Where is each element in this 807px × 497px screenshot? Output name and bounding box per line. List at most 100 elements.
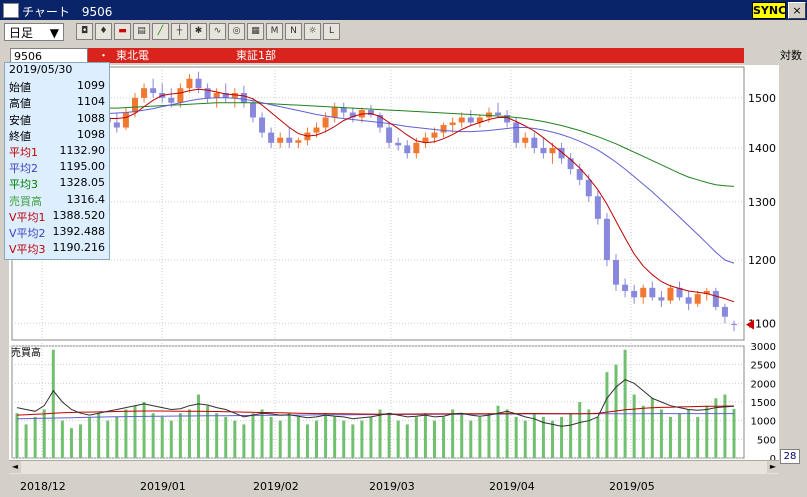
volume-bar bbox=[60, 420, 64, 458]
candle-body bbox=[141, 88, 148, 98]
volume-bar bbox=[387, 413, 391, 458]
close-button[interactable]: × bbox=[788, 2, 806, 19]
volume-bar bbox=[342, 420, 346, 458]
candle-body bbox=[631, 290, 638, 298]
dot-marker: ・ bbox=[98, 49, 109, 62]
tooltip-label: 売買高 bbox=[9, 194, 42, 208]
wave-icon[interactable]: ∿ bbox=[209, 23, 226, 40]
candle-body bbox=[259, 117, 266, 133]
volume-bar bbox=[278, 420, 282, 458]
toolbar: 日足 ▼ ◘ ♦ ▬ ▤ ╱ ┼ ✱ ∿ ◎ ▦ M N ☼ L bbox=[0, 20, 807, 46]
volume-bar bbox=[569, 413, 573, 458]
tooltip-row: V平均1 1388.520 bbox=[5, 209, 109, 225]
volume-ma1-line bbox=[16, 379, 735, 427]
volume-tick-label: 0 bbox=[770, 454, 776, 460]
title-bar: チャート 9506 SYNC × bbox=[0, 0, 807, 20]
star-icon[interactable]: ✱ bbox=[190, 23, 207, 40]
ma2-line bbox=[17, 97, 735, 264]
volume-bar bbox=[714, 398, 718, 458]
candle-body bbox=[422, 137, 429, 143]
volume-bar bbox=[514, 416, 518, 458]
volume-bar bbox=[88, 416, 92, 458]
sync-button[interactable]: SYNC bbox=[752, 2, 787, 19]
candle-body bbox=[150, 88, 157, 94]
volume-bar bbox=[242, 424, 246, 458]
last-price-marker-icon bbox=[746, 319, 754, 330]
price-volume-chart[interactable]: 1500 1400 1300 1200 1100 3000 2500 2000 1500 1000… bbox=[9, 65, 779, 465]
volume-bar bbox=[124, 409, 128, 458]
x-tick-label: 2019/04 bbox=[489, 480, 535, 493]
candle-body bbox=[649, 287, 656, 298]
tooltip-label: V平均2 bbox=[9, 226, 46, 240]
candle-body bbox=[367, 110, 374, 115]
price-tick-label: 1400 bbox=[748, 142, 776, 155]
search-icon[interactable]: ☼ bbox=[304, 23, 321, 40]
scroll-left-icon[interactable]: ◄ bbox=[9, 461, 21, 473]
candle-body bbox=[594, 196, 601, 219]
candle-body bbox=[386, 127, 393, 143]
volume-bar bbox=[106, 420, 110, 458]
candle-body bbox=[277, 137, 284, 143]
tooltip-row: 安値 1088 bbox=[5, 112, 109, 128]
volume-bar bbox=[550, 420, 554, 458]
horizontal-scrollbar[interactable]: ◄ ► bbox=[9, 460, 779, 474]
volume-bar bbox=[260, 409, 264, 458]
price-tick-label: 1200 bbox=[748, 254, 776, 267]
volume-bar bbox=[233, 420, 237, 458]
chart-app-icon bbox=[3, 3, 19, 18]
stock-code-input[interactable]: 9506 bbox=[10, 48, 88, 63]
period-select[interactable]: 日足 ▼ bbox=[4, 23, 64, 41]
candle-body bbox=[558, 147, 565, 159]
volume-bar bbox=[197, 394, 201, 458]
grid-icon[interactable]: ▦ bbox=[247, 23, 264, 40]
candle-body bbox=[440, 124, 447, 133]
tooltip-value: 1190.216 bbox=[52, 241, 106, 255]
volume-bar bbox=[215, 413, 219, 458]
log-icon[interactable]: L bbox=[323, 23, 340, 40]
zoom-icon[interactable]: ◎ bbox=[228, 23, 245, 40]
volume-bar bbox=[396, 420, 400, 458]
chart-area[interactable]: 1500 1400 1300 1200 1100 3000 2500 2000 1500 1000… bbox=[9, 65, 779, 465]
volume-bar bbox=[305, 424, 309, 458]
tooltip-value: 1195.00 bbox=[59, 160, 106, 174]
draw-icon[interactable]: ▤ bbox=[133, 23, 150, 40]
tooltip-label: 平均3 bbox=[9, 178, 38, 192]
candle-body bbox=[313, 127, 320, 133]
candle-body bbox=[585, 179, 592, 197]
candle-type-icon[interactable]: ◘ bbox=[76, 23, 93, 40]
volume-bar bbox=[160, 416, 164, 458]
volume-bar bbox=[15, 413, 19, 458]
zoom-level[interactable]: 28 bbox=[780, 449, 800, 464]
volume-bar bbox=[451, 409, 455, 458]
period-value: 日足 bbox=[9, 26, 34, 40]
volume-bar bbox=[705, 405, 709, 458]
candle-body bbox=[549, 147, 556, 154]
candle-body bbox=[731, 323, 737, 325]
volume-bar bbox=[33, 416, 37, 458]
candle-body bbox=[195, 78, 202, 89]
candle-body bbox=[268, 132, 275, 143]
scroll-right-icon[interactable]: ► bbox=[767, 461, 779, 473]
hl-icon[interactable]: N bbox=[285, 23, 302, 40]
volume-bar bbox=[523, 420, 527, 458]
candle-body bbox=[467, 117, 474, 123]
volume-bar bbox=[505, 409, 509, 458]
candle-body bbox=[168, 97, 175, 103]
volume-bar bbox=[659, 409, 663, 458]
volume-bar bbox=[478, 416, 482, 458]
volume-bar bbox=[587, 409, 591, 458]
tooltip-value: 1132.90 bbox=[59, 143, 106, 157]
all-range-icon[interactable]: ▬ bbox=[114, 23, 131, 40]
scale-mode[interactable]: 対数 bbox=[780, 49, 802, 62]
candle-body bbox=[395, 142, 402, 146]
ma-icon[interactable]: M bbox=[266, 23, 283, 40]
trend-line-icon[interactable]: ╱ bbox=[152, 23, 169, 40]
tooltip-label: 平均2 bbox=[9, 162, 38, 176]
x-tick-label: 2019/01 bbox=[140, 480, 186, 493]
price-tick-label: 1500 bbox=[748, 92, 776, 105]
tooltip-row: 平均3 1328.05 bbox=[5, 176, 109, 192]
crosshair-icon[interactable]: ┼ bbox=[171, 23, 188, 40]
volume-bar bbox=[487, 413, 491, 458]
bar-type-icon[interactable]: ♦ bbox=[95, 23, 112, 40]
volume-panel-label: 売買高 bbox=[11, 346, 41, 359]
